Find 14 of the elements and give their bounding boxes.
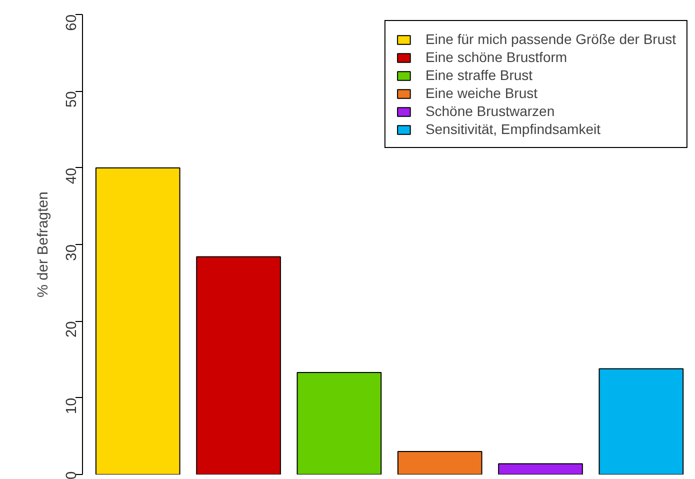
y-tick-label: 20 xyxy=(64,321,80,338)
y-tick-label: 60 xyxy=(64,14,80,31)
legend-label: Schöne Brustwarzen xyxy=(425,103,555,119)
y-tick-label: 30 xyxy=(64,244,80,261)
legend-label: Eine schöne Brustform xyxy=(425,49,568,65)
legend-label: Eine straffe Brust xyxy=(425,67,533,83)
legend-label: Sensitivität, Empfindsamkeit xyxy=(425,121,601,137)
y-tick-label: 10 xyxy=(64,398,80,414)
y-tick-label: 50 xyxy=(64,91,80,108)
y-axis-title: % der Befragten xyxy=(36,192,52,298)
legend-label: Eine für mich passende Größe der Brust xyxy=(425,31,676,47)
legend-label: Eine weiche Brust xyxy=(425,85,538,101)
y-tick-label: 40 xyxy=(64,168,80,184)
y-tick-label: 0 xyxy=(64,471,80,479)
